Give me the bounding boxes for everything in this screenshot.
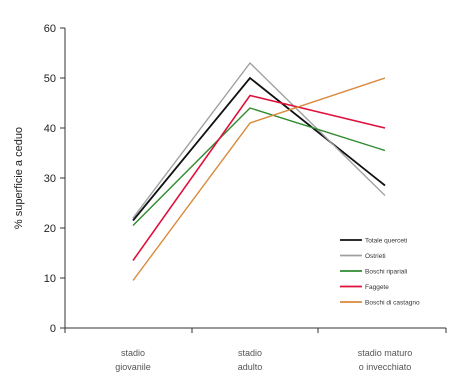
x-category-label: giovanile <box>115 362 151 372</box>
legend-label: Boschi ripariali <box>365 269 407 276</box>
y-tick-label: 20 <box>44 223 56 235</box>
y-axis: 0 10 20 30 40 50 60 <box>44 23 66 335</box>
x-category-label: stadio maturo <box>358 348 413 358</box>
legend-label: Faggete <box>365 284 389 291</box>
y-tick-label: 30 <box>44 173 56 185</box>
series-line-3 <box>132 94 386 261</box>
y-axis-label: % superficie a ceduo <box>13 127 25 229</box>
y-tick-label: 40 <box>44 123 56 135</box>
series-line-1 <box>132 61 386 219</box>
x-category-label: stadio <box>238 348 262 358</box>
legend-label: Totale querceti <box>365 238 407 245</box>
series-lines <box>132 61 386 281</box>
legend-label: Boschi di castagno <box>365 300 420 307</box>
y-tick-label: 0 <box>50 323 56 335</box>
y-tick-label: 50 <box>44 73 56 85</box>
series-line-4 <box>132 77 386 281</box>
series-line-0 <box>132 76 386 222</box>
legend-label: Ostrieti <box>365 253 386 260</box>
series-line-2 <box>132 107 386 226</box>
y-tick-label: 10 <box>44 273 56 285</box>
x-category-label: o invecchiato <box>359 362 412 372</box>
legend: Totale querceti Ostrieti Boschi ripariali F… <box>340 238 420 307</box>
y-tick-label: 60 <box>44 23 56 35</box>
x-category-label: stadio <box>121 348 145 358</box>
x-category-label: adulto <box>238 362 263 372</box>
x-axis: stadio giovanile stadio adulto stadio maturo… <box>64 327 447 372</box>
